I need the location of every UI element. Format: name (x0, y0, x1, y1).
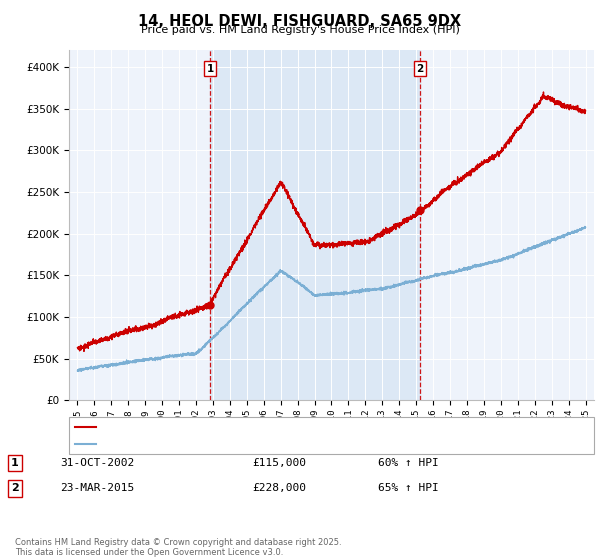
Text: 14, HEOL DEWI, FISHGUARD, SA65 9DX: 14, HEOL DEWI, FISHGUARD, SA65 9DX (139, 14, 461, 29)
Text: 14, HEOL DEWI, FISHGUARD, SA65 9DX (semi-detached house): 14, HEOL DEWI, FISHGUARD, SA65 9DX (semi… (102, 422, 412, 432)
Text: HPI: Average price, semi-detached house, Pembrokeshire: HPI: Average price, semi-detached house,… (102, 439, 382, 449)
Text: 60% ↑ HPI: 60% ↑ HPI (378, 458, 439, 468)
Text: 1: 1 (206, 64, 214, 74)
Text: 2: 2 (416, 64, 424, 74)
Text: Contains HM Land Registry data © Crown copyright and database right 2025.
This d: Contains HM Land Registry data © Crown c… (15, 538, 341, 557)
Text: 31-OCT-2002: 31-OCT-2002 (60, 458, 134, 468)
Text: 23-MAR-2015: 23-MAR-2015 (60, 483, 134, 493)
Bar (210, 50, 420, 400)
Text: 2: 2 (11, 483, 19, 493)
Text: 1: 1 (11, 458, 19, 468)
Text: 65% ↑ HPI: 65% ↑ HPI (378, 483, 439, 493)
Text: Price paid vs. HM Land Registry's House Price Index (HPI): Price paid vs. HM Land Registry's House … (140, 25, 460, 35)
Text: £228,000: £228,000 (252, 483, 306, 493)
Text: £115,000: £115,000 (252, 458, 306, 468)
